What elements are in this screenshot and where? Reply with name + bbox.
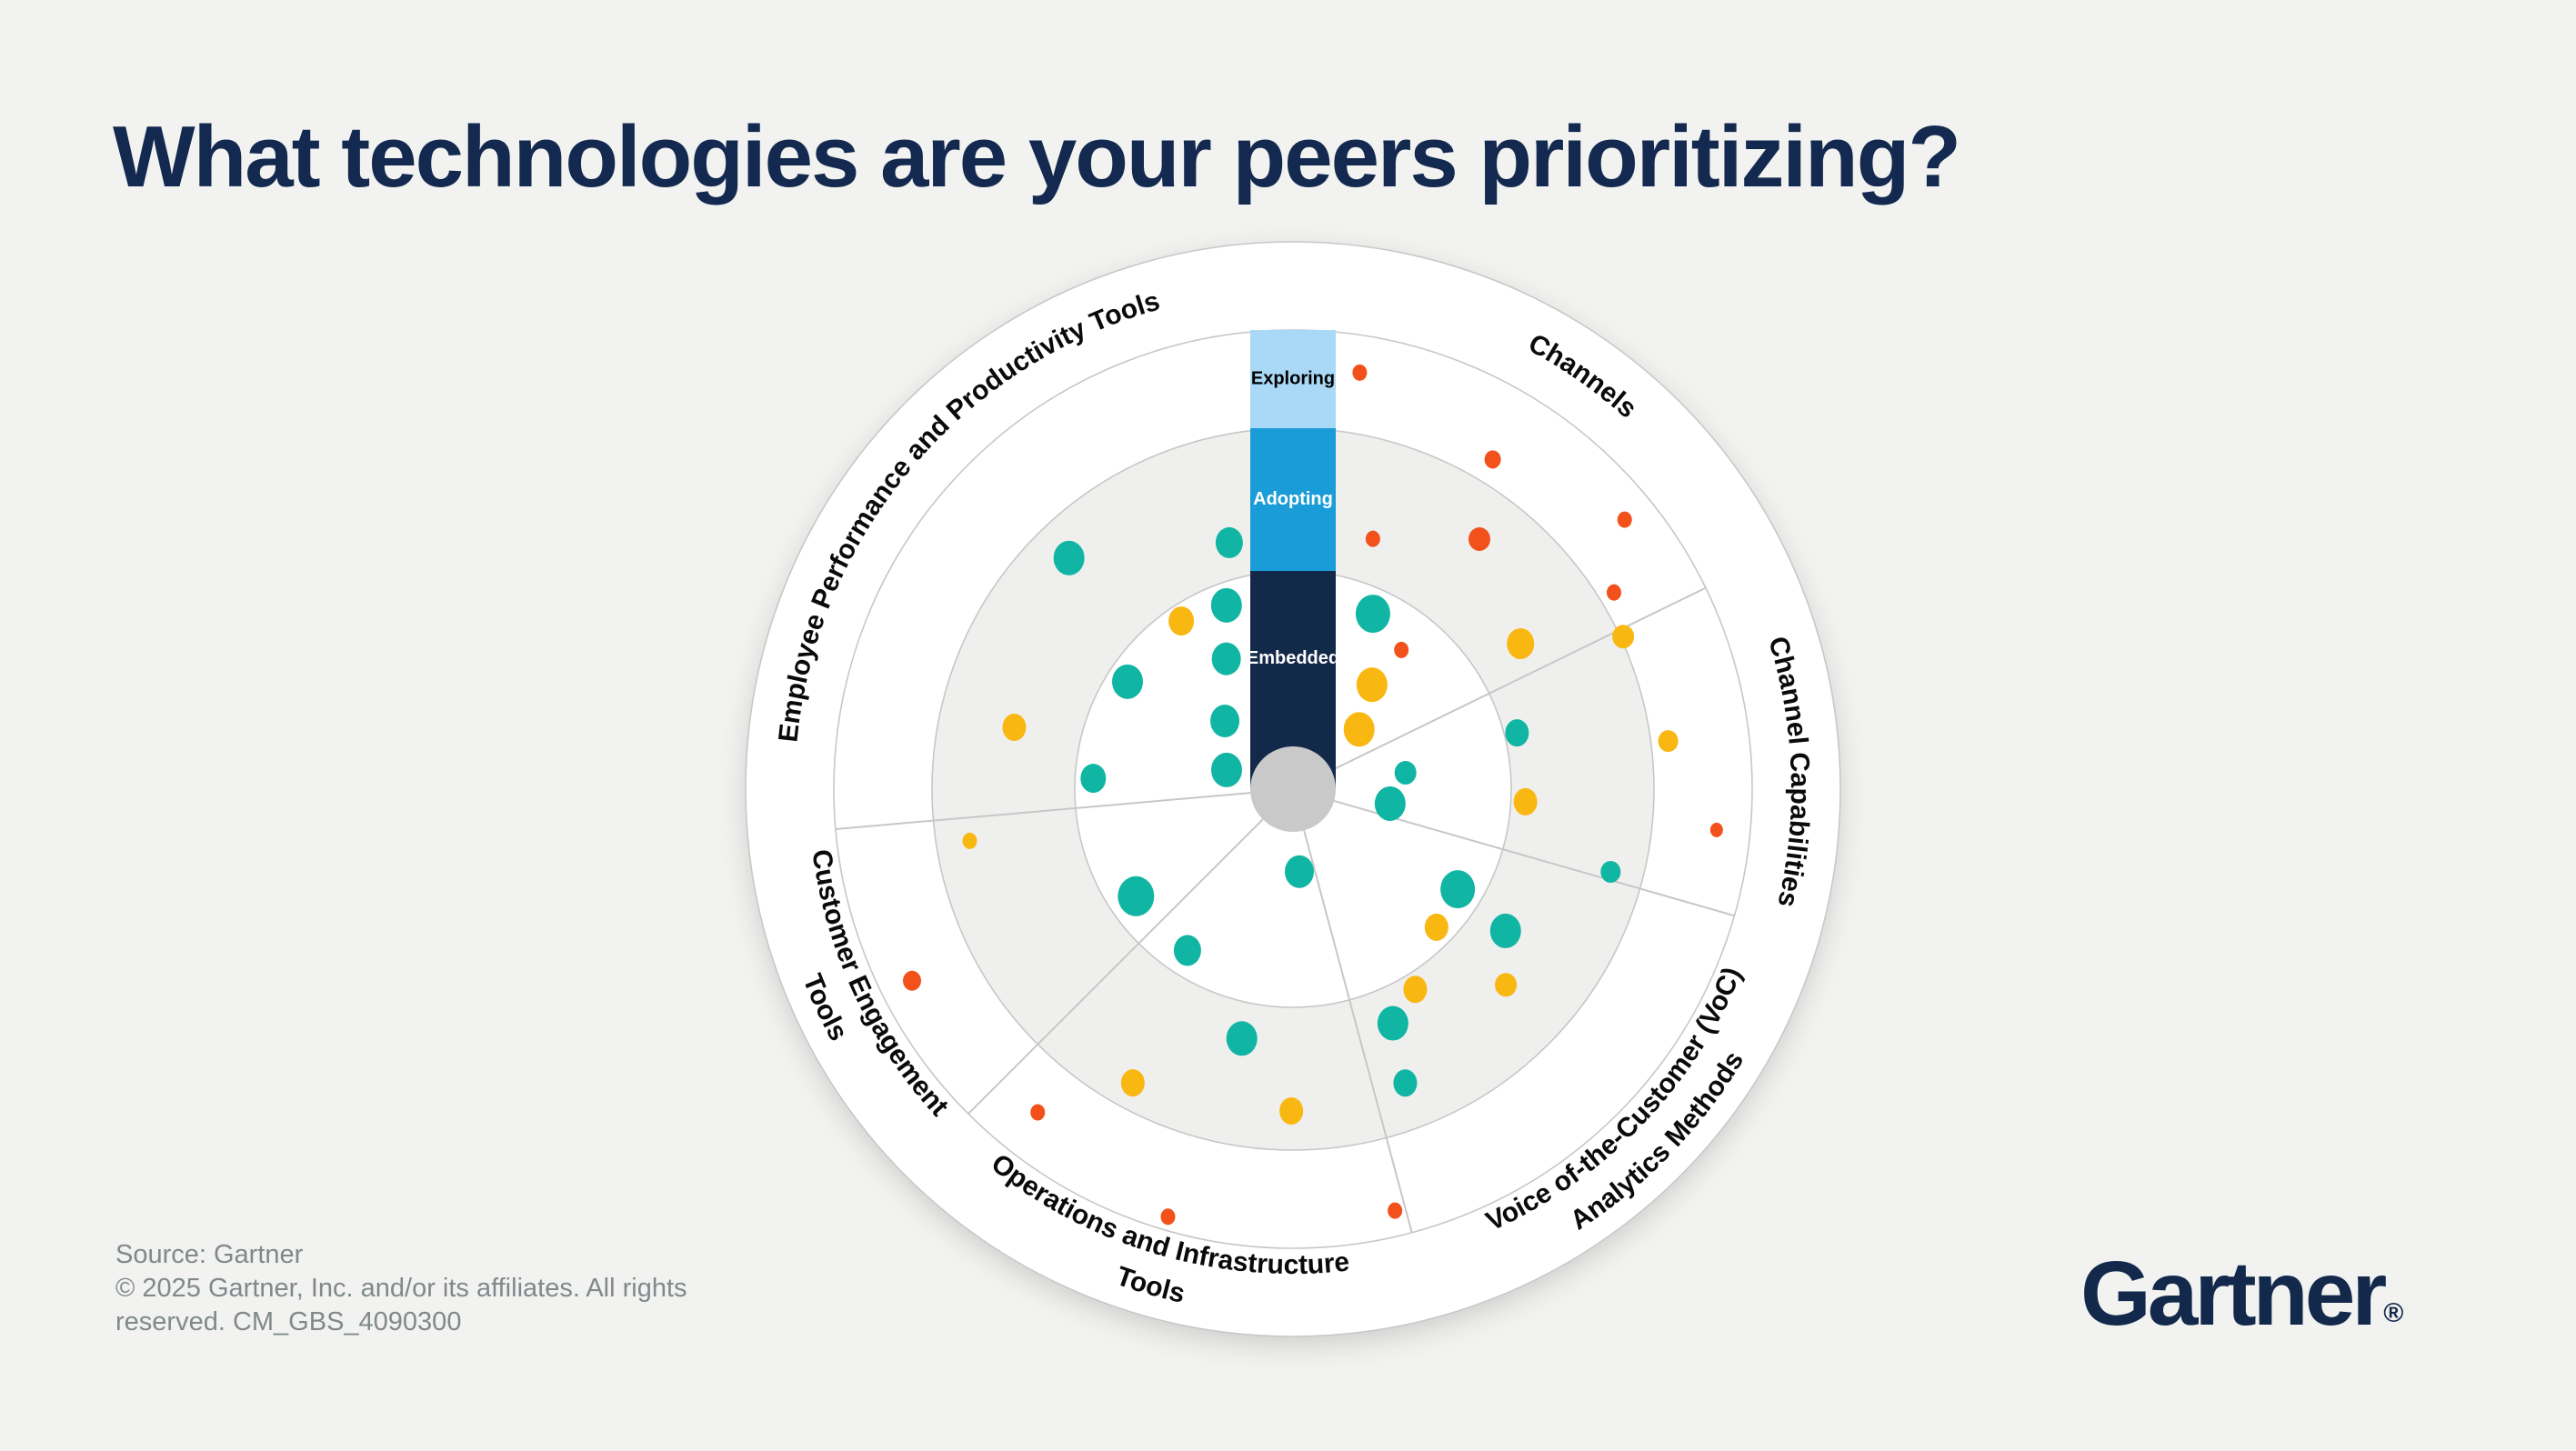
data-dot-channel-capabilities bbox=[1658, 730, 1679, 753]
data-dot-operations-infrastructure bbox=[1388, 1202, 1403, 1219]
gartner-logo-text: Gartner bbox=[2080, 1243, 2387, 1345]
data-dot-voc-analytics bbox=[1440, 870, 1476, 909]
data-dot-channels bbox=[1356, 667, 1388, 703]
data-dot-channel-capabilities bbox=[1600, 860, 1621, 883]
sector-divider bbox=[1303, 830, 1413, 1234]
gartner-logo: Gartner® bbox=[2080, 1242, 2403, 1346]
data-dot-operations-infrastructure bbox=[1284, 855, 1314, 888]
page-title: What technologies are your peers priorit… bbox=[113, 108, 1961, 205]
registered-trademark-icon: ® bbox=[2383, 1298, 2404, 1328]
data-dot-voc-analytics bbox=[1403, 976, 1428, 1004]
stage-label-embedded: Embedded bbox=[1247, 648, 1339, 668]
stage-label-adopting: Adopting bbox=[1253, 489, 1333, 509]
copyright-line-2: reserved. CM_GBS_4090300 bbox=[115, 1307, 462, 1336]
data-dot-employee-performance bbox=[1053, 540, 1085, 575]
data-dot-customer-engagement bbox=[1118, 876, 1155, 916]
sector-divider bbox=[967, 818, 1264, 1115]
data-dot-employee-performance bbox=[1210, 752, 1242, 787]
sector-divider bbox=[1330, 586, 1707, 772]
source-line: Source: Gartner bbox=[115, 1240, 304, 1269]
data-dot-channel-capabilities bbox=[1374, 786, 1406, 821]
data-dot-voc-analytics bbox=[1495, 973, 1518, 997]
data-dot-channels bbox=[1484, 450, 1501, 469]
data-dot-voc-analytics bbox=[1489, 913, 1521, 948]
data-dot-operations-infrastructure bbox=[1030, 1104, 1046, 1121]
data-dot-channels bbox=[1355, 595, 1390, 634]
data-dot-operations-infrastructure bbox=[1160, 1208, 1176, 1226]
data-dot-channels bbox=[1468, 526, 1490, 551]
copyright-line: © 2025 Gartner, Inc. and/or its affiliat… bbox=[115, 1274, 687, 1303]
data-dot-employee-performance bbox=[1210, 587, 1242, 623]
stage-bar-exploring bbox=[1250, 330, 1336, 428]
data-dot-channel-capabilities bbox=[1505, 719, 1529, 747]
sector-divider bbox=[835, 792, 1251, 831]
data-dot-operations-infrastructure bbox=[1226, 1021, 1258, 1056]
data-dot-channels bbox=[1507, 627, 1535, 659]
data-dot-channels bbox=[1352, 364, 1368, 381]
stage-label-exploring: Exploring bbox=[1251, 368, 1335, 388]
data-dot-employee-performance bbox=[1002, 714, 1027, 742]
data-dot-customer-engagement bbox=[962, 832, 977, 849]
data-dot-channel-capabilities bbox=[1394, 760, 1417, 785]
source-attribution: Source: Gartner © 2025 Gartner, Inc. and… bbox=[115, 1238, 687, 1339]
data-dot-channels bbox=[1365, 530, 1380, 547]
data-dot-channel-capabilities bbox=[1612, 625, 1635, 649]
data-dot-channels bbox=[1617, 511, 1632, 528]
data-dot-employee-performance bbox=[1080, 764, 1107, 794]
data-dot-customer-engagement bbox=[903, 970, 922, 991]
data-dot-channels bbox=[1343, 712, 1375, 747]
data-dot-channels bbox=[1606, 584, 1621, 601]
center-hub bbox=[1250, 746, 1336, 832]
data-dot-channel-capabilities bbox=[1513, 787, 1538, 816]
data-dot-employee-performance bbox=[1168, 606, 1195, 636]
data-dot-employee-performance bbox=[1211, 642, 1241, 675]
data-dot-voc-analytics bbox=[1424, 913, 1448, 941]
data-dot-employee-performance bbox=[1210, 705, 1240, 738]
data-dot-channels bbox=[1394, 641, 1409, 658]
data-dot-employee-performance bbox=[1215, 526, 1243, 558]
data-dot-voc-analytics bbox=[1377, 1006, 1408, 1041]
data-dot-operations-infrastructure bbox=[1120, 1069, 1145, 1097]
data-dot-operations-infrastructure bbox=[1173, 935, 1201, 966]
data-dot-channel-capabilities bbox=[1709, 822, 1723, 837]
stage-bar-adopting bbox=[1250, 428, 1336, 571]
sector-divider bbox=[1333, 799, 1735, 917]
data-dot-employee-performance bbox=[1112, 664, 1144, 699]
data-dot-voc-analytics bbox=[1393, 1069, 1418, 1097]
data-dot-operations-infrastructure bbox=[1279, 1096, 1304, 1125]
